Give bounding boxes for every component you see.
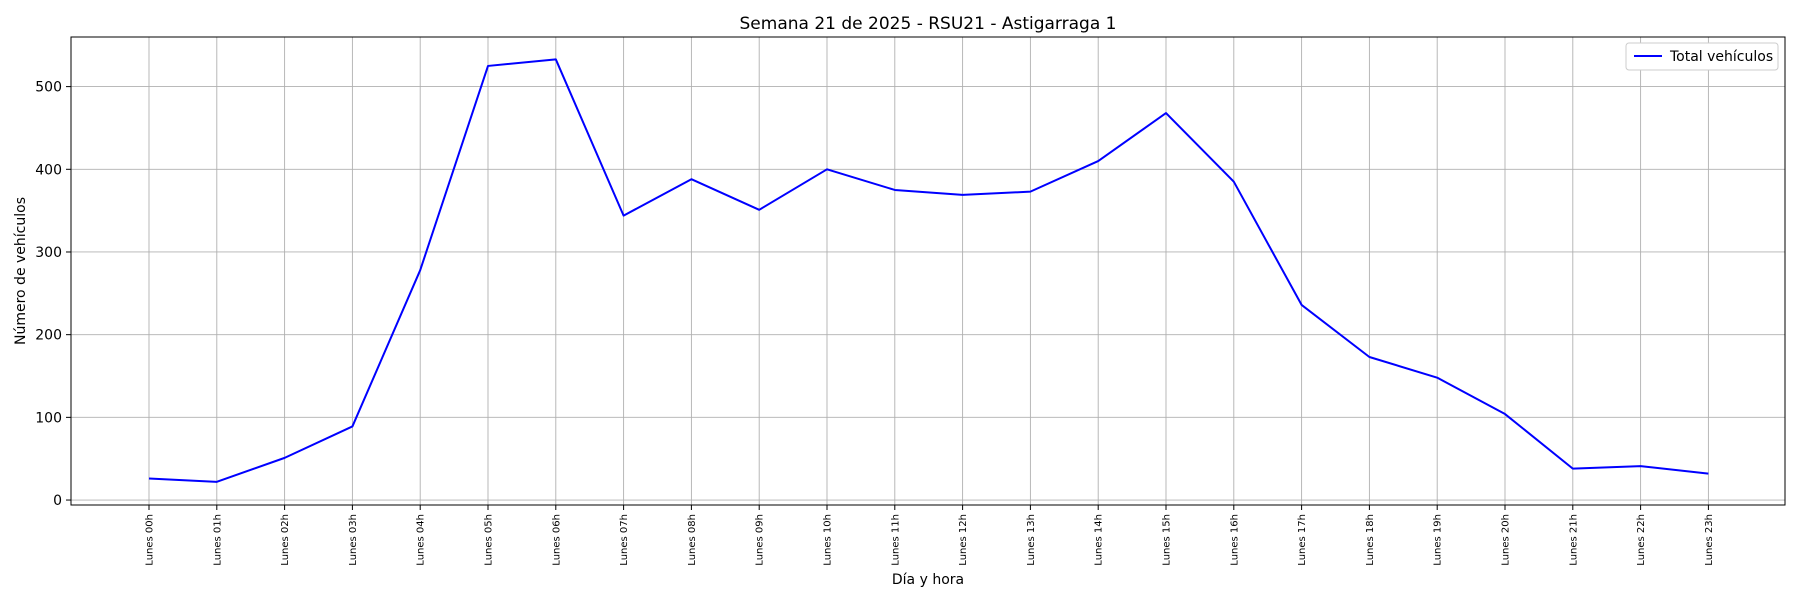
x-tick-label: Lunes 11h (890, 514, 901, 566)
data-point (419, 269, 421, 271)
data-point (487, 65, 489, 67)
x-tick-label: Lunes 04h (416, 514, 427, 566)
x-tick-label: Lunes 14h (1094, 514, 1105, 566)
x-tick-label: Lunes 13h (1026, 514, 1037, 566)
legend-box (1625, 42, 1779, 71)
data-point (690, 178, 692, 180)
x-tick-label: Lunes 00h (145, 514, 156, 566)
x-tick-label: Lunes 15h (1162, 514, 1173, 566)
x-tick-label: Lunes 05h (484, 514, 495, 566)
data-point (1097, 160, 1099, 162)
data-point (1572, 468, 1574, 470)
data-point (826, 168, 828, 170)
data-point (1504, 413, 1506, 415)
x-tick-label: Lunes 08h (687, 514, 698, 566)
x-tick-label: Lunes 22h (1636, 514, 1647, 566)
data-point (1368, 356, 1370, 358)
x-tick-label: Lunes 12h (958, 514, 969, 566)
y-tick-label: 200 (35, 328, 62, 344)
data-point (1165, 112, 1167, 114)
series-line-total-vehiculos (148, 58, 1709, 483)
data-point (148, 478, 150, 480)
data-point (623, 215, 625, 217)
x-tick-label: Lunes 09h (755, 514, 766, 566)
y-tick-label: 500 (35, 80, 62, 96)
y-tick-label: 400 (35, 162, 62, 178)
y-axis-label: Número de vehículos (13, 197, 29, 345)
y-axis: 0 100 200 300 400 500 (35, 80, 71, 509)
data-point (284, 457, 286, 459)
x-tick-label: Lunes 07h (619, 514, 630, 566)
data-point (1233, 181, 1235, 183)
x-axis: Lunes 00h Lunes 01h Lunes 02h Lunes 03h Lune… (145, 505, 1715, 566)
x-tick-label: Lunes 23h (1704, 514, 1715, 566)
data-point (555, 58, 557, 60)
x-axis-label: Día y hora (892, 572, 964, 588)
x-tick-label: Lunes 10h (823, 514, 834, 566)
data-point (962, 194, 964, 196)
data-point (216, 481, 218, 483)
y-tick-label: 300 (35, 245, 62, 261)
plot-frame (70, 36, 1786, 506)
chart-title: Semana 21 de 2025 - RSU21 - Astigarraga … (740, 14, 1117, 34)
data-point (1436, 377, 1438, 379)
x-tick-label: Lunes 20h (1501, 514, 1512, 566)
legend-label: Total vehículos (1669, 49, 1773, 65)
data-point (1640, 465, 1642, 467)
x-tick-label: Lunes 18h (1365, 514, 1376, 566)
y-tick-label: 0 (53, 493, 62, 509)
data-point (1029, 191, 1031, 193)
data-point (351, 425, 353, 427)
y-tick-label: 100 (35, 410, 62, 426)
x-tick-label: Lunes 03h (348, 514, 359, 566)
x-tick-label: Lunes 02h (280, 514, 291, 566)
data-point (894, 189, 896, 191)
x-tick-label: Lunes 16h (1229, 514, 1240, 566)
x-tick-label: Lunes 17h (1297, 514, 1308, 566)
legend: Total vehículos (1625, 42, 1779, 71)
x-tick-label: Lunes 21h (1568, 514, 1579, 566)
x-tick-label: Lunes 01h (212, 514, 223, 566)
series-layer (148, 58, 1709, 483)
data-point (1301, 304, 1303, 306)
x-tick-label: Lunes 19h (1433, 514, 1444, 566)
data-point (758, 209, 760, 211)
x-tick-label: Lunes 06h (551, 514, 562, 566)
data-point (1707, 473, 1709, 475)
grid (71, 37, 1785, 505)
